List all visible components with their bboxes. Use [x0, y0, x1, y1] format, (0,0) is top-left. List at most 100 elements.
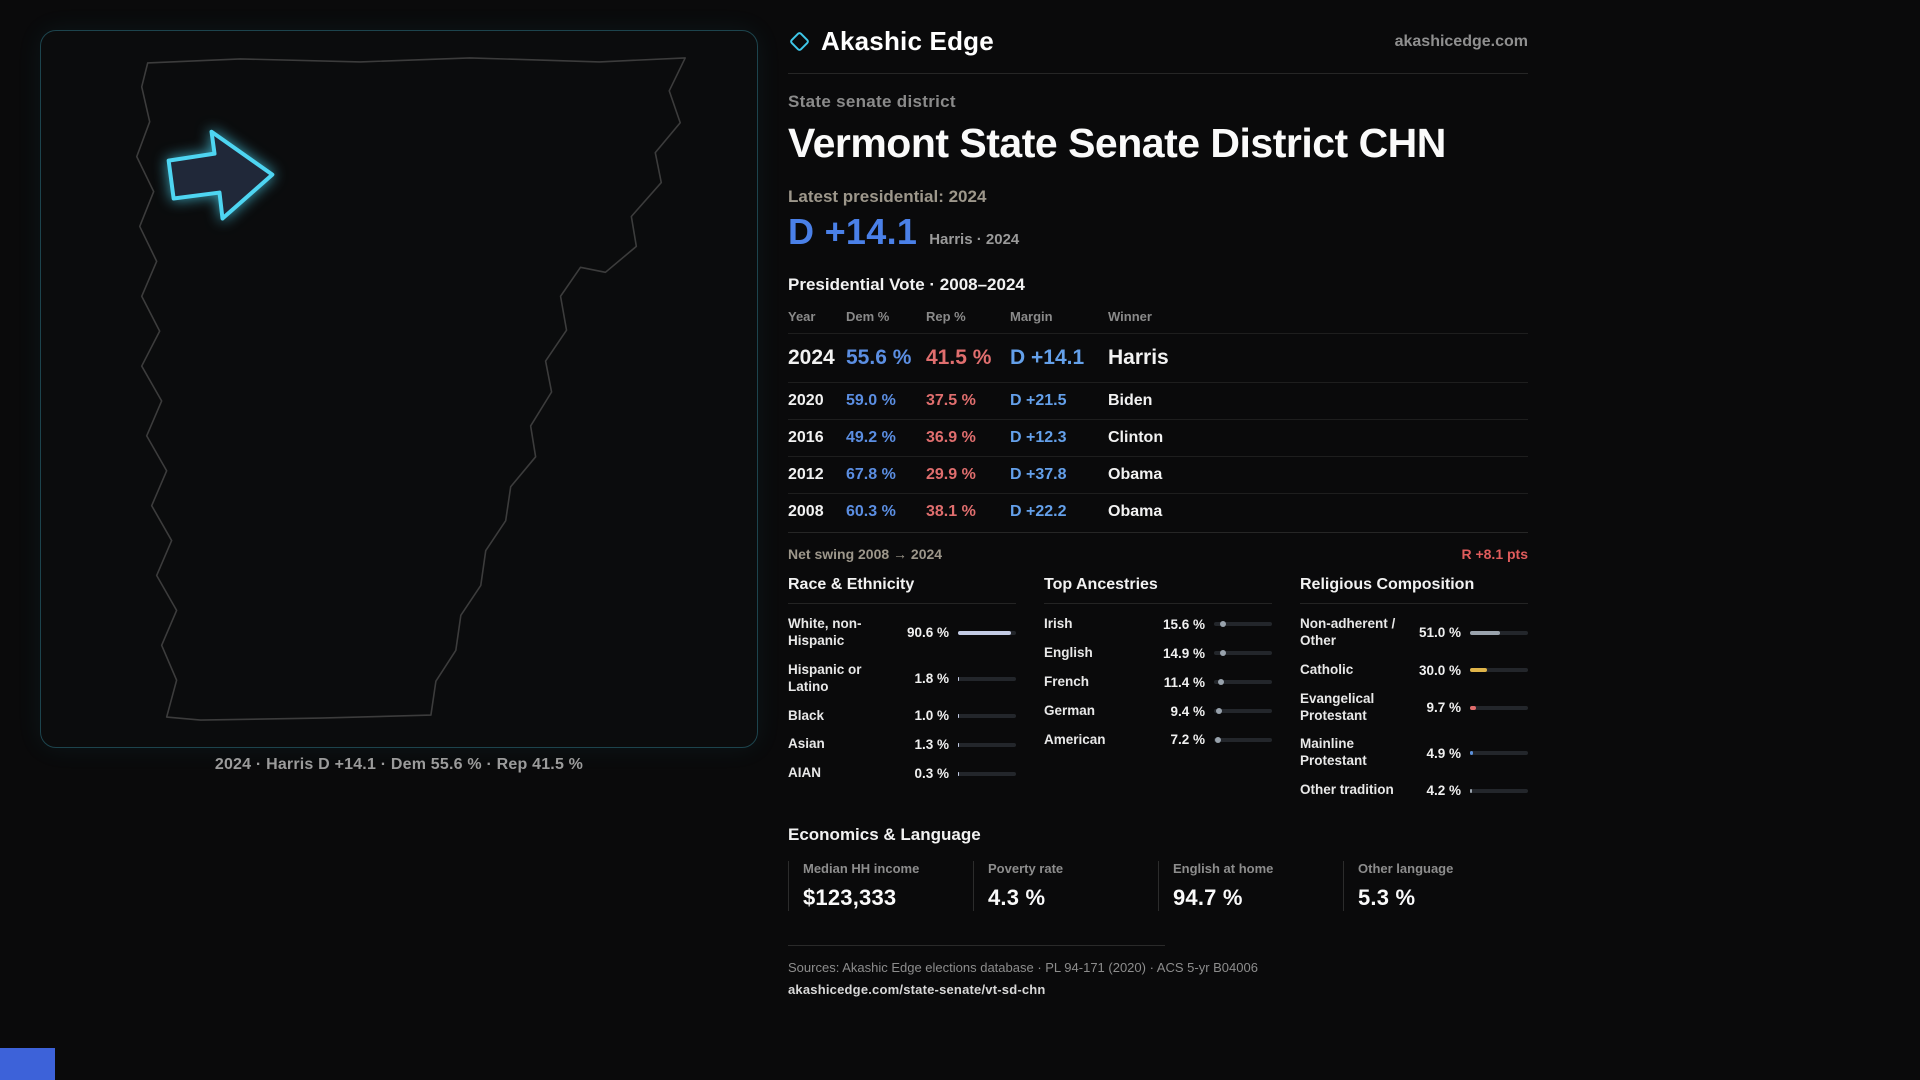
footer-divider: [788, 945, 1166, 946]
brand-diamond-icon: [788, 30, 811, 53]
demo-label: Non-adherent / Other: [1300, 616, 1396, 648]
headline-margin: D +14.1 Harris · 2024: [788, 211, 1528, 253]
demo-row: Hispanic or Latino 1.8 %: [788, 656, 1016, 702]
ancestries-title: Top Ancestries: [1044, 576, 1272, 604]
header-bar: Akashic Edge akashicedge.com: [788, 26, 1528, 74]
stat-value: 4.3 %: [988, 885, 1046, 910]
vote-cell-rep: 41.5 %: [926, 333, 1010, 383]
demo-label: Hispanic or Latino: [788, 661, 862, 694]
stat-label: English at home: [1173, 861, 1274, 876]
vote-cell-year: 2016: [788, 419, 846, 457]
stat-other-language: Other language 5.3 %: [1343, 861, 1528, 911]
map-caption: 2024 · Harris D +14.1 · Dem 55.6 % · Rep…: [214, 756, 584, 773]
demo-row: Evangelical Protestant 9.7 %: [1300, 685, 1528, 731]
demo-label: Other tradition: [1300, 782, 1394, 798]
demo-label: German: [1044, 702, 1096, 718]
district-chn-shape: [166, 129, 275, 221]
net-swing-row: Net swing 2008 → 2024 R +8.1 pts: [788, 532, 1528, 562]
vote-cell-dem: 59.0 %: [846, 382, 926, 420]
demo-value: 15.6 %: [1162, 616, 1205, 632]
demo-bar: [958, 676, 1016, 681]
demo-label: White, non-Hispanic: [788, 616, 862, 648]
demo-value: 11.4 %: [1163, 674, 1205, 690]
demo-value: 9.7 %: [1426, 700, 1461, 715]
econ-grid: Median HH income $123,333 Poverty rate 4.3 …: [788, 861, 1528, 911]
demo-row: Asian 1.3 %: [788, 730, 1016, 759]
stat-value: 94.7 %: [1173, 885, 1243, 910]
vote-cell-year: 2024: [788, 333, 846, 383]
demo-col-religion: Religious Composition Non-adherent / Oth…: [1300, 576, 1528, 805]
col-dem: Dem %: [846, 309, 890, 324]
demo-value: 0.3 %: [914, 766, 949, 782]
demo-bar-fill: [958, 630, 1011, 635]
demo-value: 51.0 %: [1418, 625, 1461, 641]
site-link[interactable]: akashicedge.com: [1394, 32, 1528, 50]
demo-row: English 14.9 %: [1044, 639, 1272, 668]
vermont-map: [135, 57, 686, 721]
stat-label: Other language: [1358, 861, 1454, 876]
vote-cell-winner: Harris: [1108, 333, 1528, 383]
district-map-panel: [40, 30, 758, 748]
stat-label: Poverty rate: [988, 861, 1064, 876]
corner-accent: [0, 1048, 55, 1080]
demo-bar: [1470, 751, 1528, 756]
vote-cell-rep: 36.9 %: [926, 419, 1010, 457]
demo-row: Black 1.0 %: [788, 702, 1016, 731]
demo-label: Black: [788, 707, 825, 723]
demo-bar: [1214, 679, 1272, 686]
demo-dot-marker: [1215, 736, 1222, 743]
demo-bar-fill: [958, 742, 960, 747]
demo-bar: [1470, 630, 1528, 635]
demo-bar: [1214, 621, 1272, 628]
vote-cell-winner: Clinton: [1108, 419, 1528, 457]
demo-row: White, non-Hispanic 90.6 %: [788, 610, 1016, 656]
vote-cell-winner: Obama: [1108, 493, 1528, 530]
demo-bar: [1470, 788, 1528, 793]
demo-label: Asian: [788, 736, 825, 752]
col-rep: Rep %: [926, 309, 966, 324]
demo-bar-fill: [1470, 668, 1488, 673]
demo-bar-fill: [1470, 751, 1473, 756]
net-swing-value: R +8.1 pts: [1461, 546, 1528, 562]
demo-dot-marker: [1220, 621, 1227, 628]
demo-label: Irish: [1044, 616, 1073, 631]
demo-label: Mainline Protestant: [1300, 736, 1367, 769]
stat-label: Median HH income: [803, 861, 920, 876]
demo-bar: [958, 713, 1016, 718]
demo-dot-marker: [1216, 708, 1223, 715]
demo-bar: [958, 771, 1016, 776]
vote-cell-dem: 49.2 %: [846, 419, 926, 457]
demo-bar-fill: [1470, 630, 1500, 635]
demo-row: Catholic 30.0 %: [1300, 656, 1528, 685]
demo-row: Irish 15.6 %: [1044, 610, 1272, 639]
economics-title: Economics & Language: [788, 825, 981, 844]
page-title: Vermont State Senate District CHN: [788, 120, 1446, 166]
vote-table-header: Year Dem % Rep % Margin Winner: [788, 303, 1528, 334]
demo-value: 90.6 %: [906, 625, 949, 641]
permalink[interactable]: akashicedge.com/state-senate/vt-sd-chn: [788, 982, 1046, 997]
stat-english-at-home: English at home 94.7 %: [1158, 861, 1343, 911]
vote-row-2016: 2016 49.2 % 36.9 % D +12.3 Clinton: [788, 419, 1528, 457]
col-winner: Winner: [1108, 309, 1152, 324]
demo-value: 1.8 %: [914, 671, 949, 687]
vote-table-body: 2024 55.6 % 41.5 % D +14.1 Harris 2020 59.0 % 3…: [788, 333, 1528, 530]
demo-bar-fill: [958, 676, 960, 681]
vote-table-title: Presidential Vote · 2008–2024: [788, 275, 1025, 294]
demo-label: Evangelical Protestant: [1300, 690, 1375, 723]
vote-cell-winner: Obama: [1108, 456, 1528, 494]
vote-table: Year Dem % Rep % Margin Winner 2024 55.6 …: [788, 303, 1528, 530]
demo-bar-fill: [1470, 788, 1473, 793]
demo-label: AIAN: [788, 765, 821, 781]
demo-bar-fill: [958, 771, 960, 776]
margin-detail: Harris · 2024: [929, 231, 1020, 248]
demo-value: 14.9 %: [1162, 645, 1205, 661]
vote-cell-margin: D +14.1: [1010, 333, 1108, 383]
demo-label: Catholic: [1300, 661, 1354, 677]
race-title: Race & Ethnicity: [788, 576, 1016, 604]
vote-cell-rep: 37.5 %: [926, 382, 1010, 420]
demo-col-ancestries: Top Ancestries Irish 15.6 % English 14.9 % F…: [1044, 576, 1272, 805]
demo-value: 1.0 %: [914, 708, 949, 724]
stat-value: 5.3 %: [1358, 885, 1416, 910]
vermont-outline: [135, 57, 686, 721]
